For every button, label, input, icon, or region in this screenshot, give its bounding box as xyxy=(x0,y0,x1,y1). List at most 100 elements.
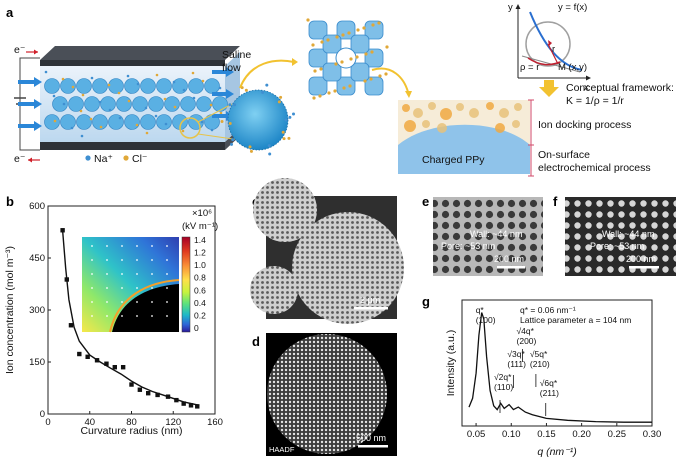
inset-electrode xyxy=(112,284,179,332)
sphere-ion xyxy=(220,119,224,123)
panel-d: d 500 nm HAADF xyxy=(252,333,397,456)
cell-sphere xyxy=(44,114,60,130)
onsurface-line1: On-surface xyxy=(538,149,590,161)
cell-sphere xyxy=(108,78,124,94)
x-tick-label: 0.15 xyxy=(537,429,556,440)
cell-ion xyxy=(71,85,75,89)
cell-ion xyxy=(62,102,66,106)
data-point xyxy=(174,397,179,403)
cell-ion xyxy=(145,131,149,135)
flow-arrowhead-in xyxy=(34,99,42,109)
field-vector-dot xyxy=(166,315,168,317)
framework-node xyxy=(364,48,384,68)
framework-ion xyxy=(335,35,339,39)
sphere-ion xyxy=(281,130,285,134)
framework-ion xyxy=(364,52,368,56)
panel-e: e Wall: ~44 nm Pore: ~53 nm 200 nm xyxy=(422,194,543,276)
cell-sphere xyxy=(140,78,156,94)
field-vector-dot xyxy=(106,287,108,289)
cell-sphere xyxy=(140,114,156,130)
framework-node xyxy=(336,76,356,96)
field-vector-dot xyxy=(106,315,108,317)
sem-sphere-2 xyxy=(292,212,404,324)
colorbar-unit: (kV m⁻¹) xyxy=(182,221,218,232)
field-vector-dot xyxy=(151,301,153,303)
panel-f: f Wall: ~44 nm Pore: ~53 nm 200 nm xyxy=(553,194,676,276)
charged-ppy-schematic xyxy=(398,100,530,174)
cell-ion xyxy=(136,82,140,86)
framework-ion xyxy=(378,74,382,78)
zoom-highlight xyxy=(179,117,201,139)
cell-ion xyxy=(201,79,205,83)
field-vector-dot xyxy=(106,273,108,275)
framework-ion xyxy=(362,26,366,30)
panel-b-label: b xyxy=(6,194,14,209)
peak-hkl-label: (210) xyxy=(530,359,550,369)
cell-ion xyxy=(118,116,122,120)
cell-sphere xyxy=(76,78,92,94)
sphere-ion xyxy=(292,112,296,116)
panel-e-label: e xyxy=(422,194,429,209)
cell-ion xyxy=(173,105,177,109)
y-tick-label: 0 xyxy=(40,409,45,420)
ion-bubble xyxy=(499,108,509,118)
chart-g-frame xyxy=(461,299,653,427)
cell-ion xyxy=(80,134,84,138)
porous-framework xyxy=(306,18,389,100)
panel-c: c 2 μm xyxy=(250,178,404,324)
cell-sphere xyxy=(76,114,92,130)
cell-sphere xyxy=(156,78,172,94)
saxs-curve xyxy=(468,312,652,423)
sphere-ion xyxy=(267,144,271,148)
field-vector-dot xyxy=(121,273,123,275)
cell-sphere xyxy=(172,78,188,94)
yellow-arrowhead-2 xyxy=(405,91,412,98)
ppy-sphere-large xyxy=(228,90,288,150)
cell-ion xyxy=(117,91,121,95)
data-point xyxy=(137,387,143,392)
sphere-ion xyxy=(287,136,291,140)
sphere-ion xyxy=(233,103,237,107)
framework-ion xyxy=(319,67,323,71)
peak-hkl-label: (211) xyxy=(540,388,559,398)
chart-b: 0 40 80 120 160 0 150 300 450 600 Curvature radius… xyxy=(4,201,223,437)
framework-ion xyxy=(363,79,367,83)
framework-ion xyxy=(311,43,315,47)
cell-sphere xyxy=(124,78,140,94)
peak-hkl-label: (111) xyxy=(507,359,526,369)
flow-arrowhead-in xyxy=(34,77,42,87)
x-tick-label: 0 xyxy=(45,417,50,428)
field-vector-dot xyxy=(121,245,123,247)
ion-bubble xyxy=(428,102,436,110)
cell-ion xyxy=(81,93,85,97)
framework-ion xyxy=(327,91,331,95)
sphere-ion xyxy=(244,88,248,92)
cell-ion xyxy=(98,100,102,104)
data-point xyxy=(64,277,69,282)
cell-ion xyxy=(164,122,168,126)
cell-ion xyxy=(89,117,93,121)
colorbar xyxy=(181,236,191,333)
framework-node xyxy=(308,20,328,40)
legend-cl-dot xyxy=(123,155,129,161)
ion-bubble xyxy=(413,108,423,118)
data-point xyxy=(94,358,100,363)
ion-bubble xyxy=(422,120,430,128)
cell-ion xyxy=(44,70,48,74)
ion-bubble xyxy=(495,123,505,133)
framework-ion xyxy=(348,84,352,88)
graph-x-label: x xyxy=(584,82,589,93)
panel-g-label: g xyxy=(422,294,430,309)
sphere-ion xyxy=(249,149,253,153)
ion-bubble xyxy=(514,103,522,111)
x-tick-label: 0.25 xyxy=(608,429,627,440)
x-tick-label: 40 xyxy=(84,417,95,428)
x-tick-label: 80 xyxy=(126,417,137,428)
scale-label-f: 200 nm xyxy=(626,254,656,264)
cell-sphere xyxy=(60,114,76,130)
field-vector-dot xyxy=(151,287,153,289)
field-vector-dot xyxy=(151,273,153,275)
peak-hkl-label: (100) xyxy=(476,315,496,325)
y-tick-label: 300 xyxy=(29,305,45,316)
cell-sphere xyxy=(92,78,108,94)
